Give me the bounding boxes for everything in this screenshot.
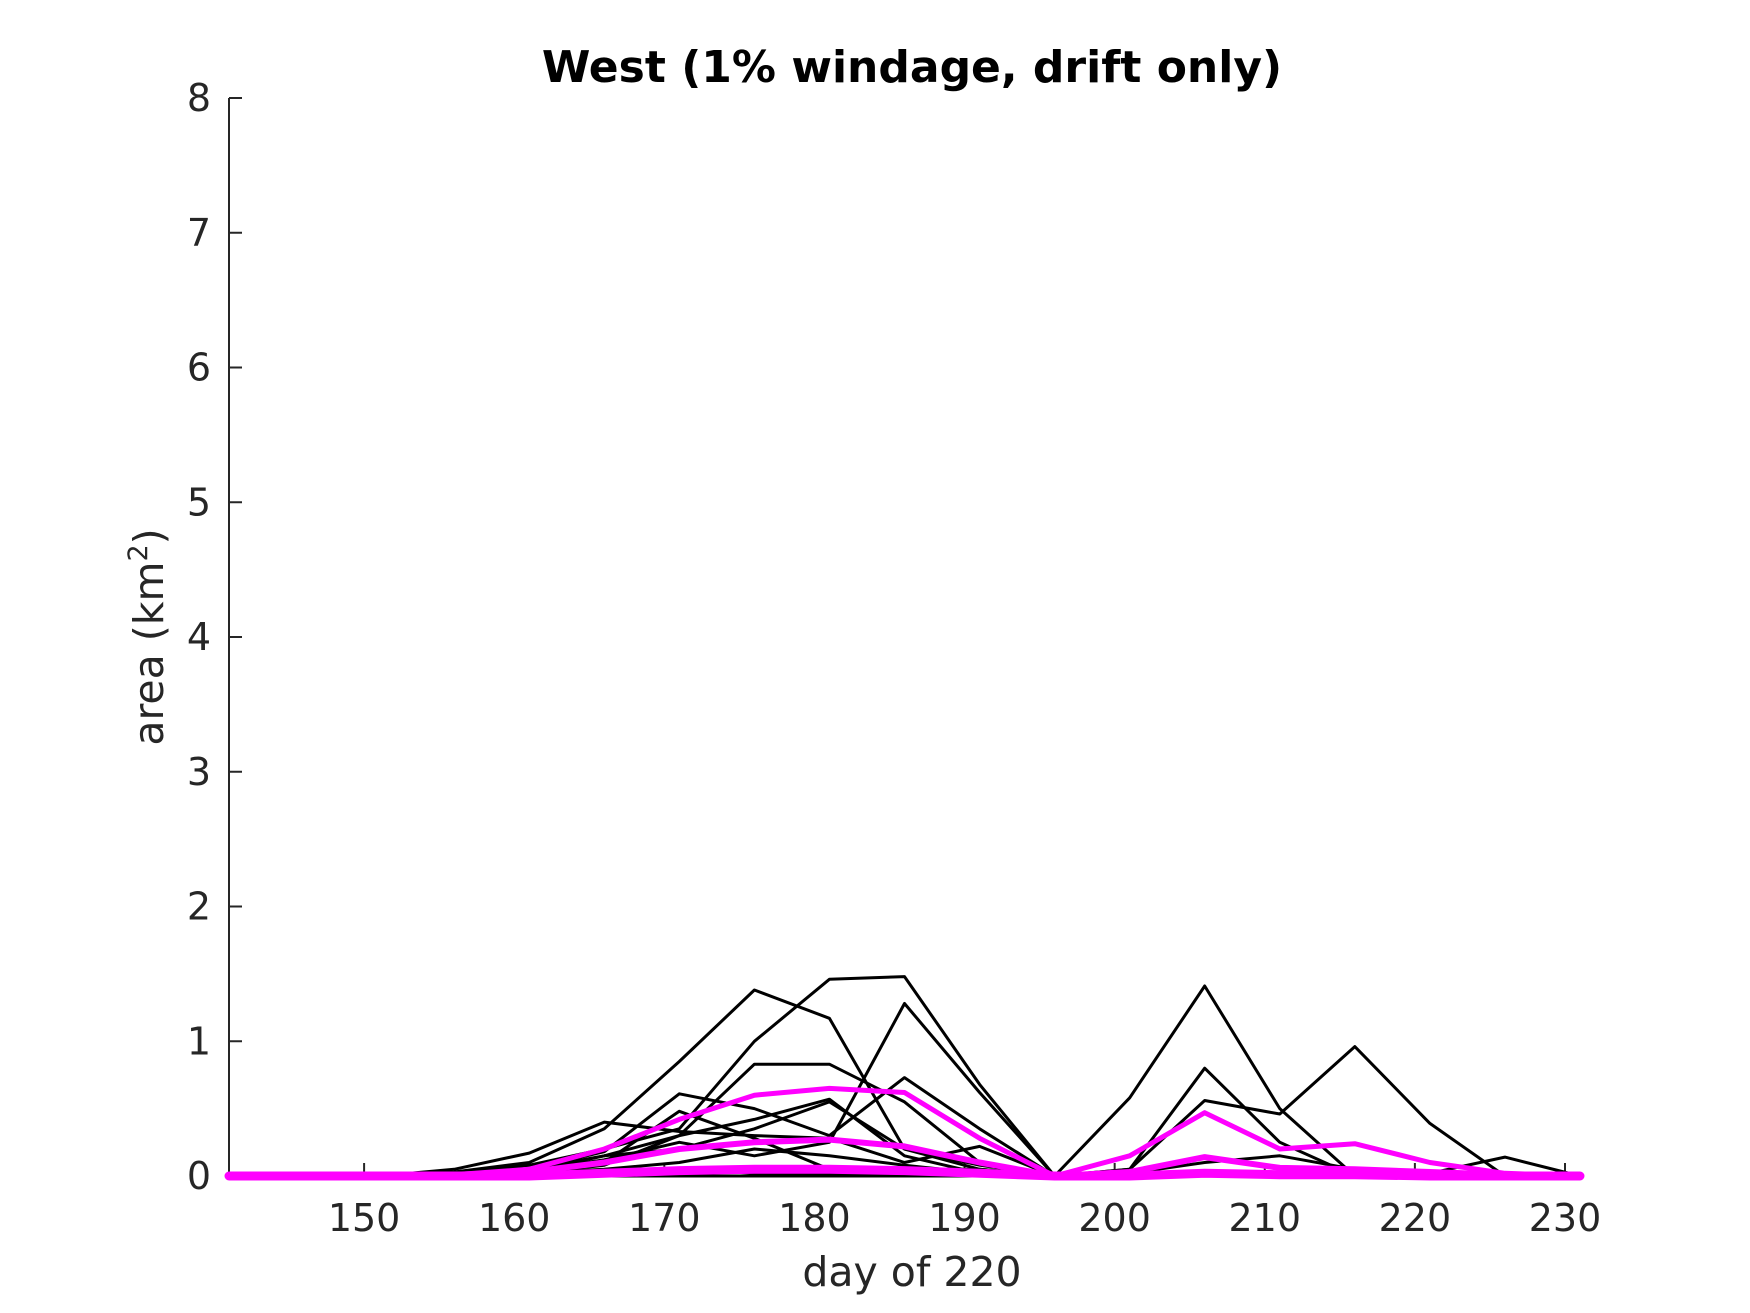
data-series [224,975,1585,1181]
x-tick-label: 220 [1379,1196,1452,1240]
x-tick-label: 190 [928,1196,1001,1240]
y-tick-label: 1 [187,1019,211,1063]
x-axis-label: day of 220 [802,1248,1021,1296]
y-tick-label: 4 [187,615,211,659]
chart-title: West (1% windage, drift only) [542,42,1282,93]
x-tick-label: 230 [1529,1196,1602,1240]
y-axis-label: area (km2) [123,528,173,745]
y-tick-label: 7 [187,211,211,255]
x-tick-label: 160 [478,1196,551,1240]
y-axis-label-superscript: 2 [123,544,154,561]
x-tick-label: 150 [328,1196,401,1240]
y-tick-label: 3 [187,750,211,794]
x-tick-label: 210 [1229,1196,1302,1240]
series-line-4 [227,1062,1582,1178]
y-tick-label: 8 [187,76,211,120]
y-axis-label-close: ) [125,528,173,544]
y-tick-label: 0 [187,1154,211,1198]
y-tick-label: 2 [187,885,211,929]
x-axis-ticks: 150 160 170 180 190 200 210 220 230 [328,1163,1601,1240]
y-tick-label: 6 [187,346,211,390]
x-tick-label: 180 [778,1196,851,1240]
series-line-18 [224,1164,1585,1181]
x-tick-label: 170 [628,1196,701,1240]
y-axis-label-text: area (km [125,562,173,746]
y-tick-label: 5 [187,480,211,524]
x-tick-label: 200 [1078,1196,1151,1240]
series-line-13 [227,1066,1582,1178]
y-axis-ticks: 0 1 2 3 4 5 6 7 8 [187,76,242,1198]
